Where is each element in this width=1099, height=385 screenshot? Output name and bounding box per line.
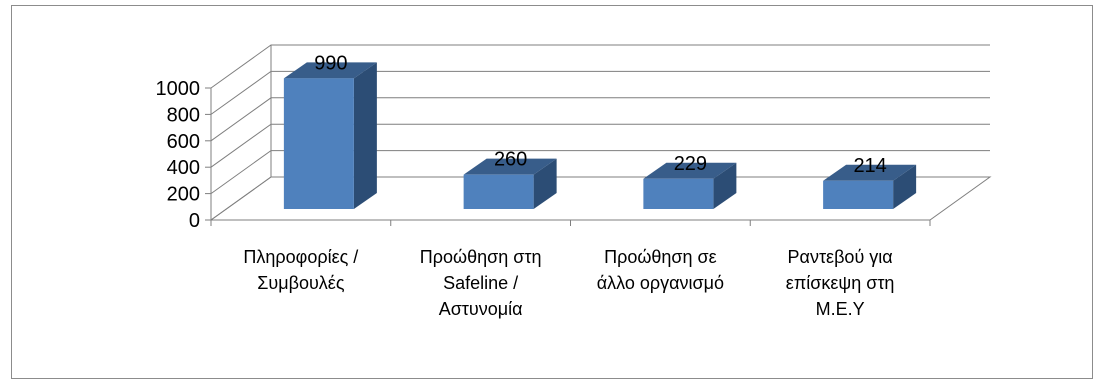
bar-top [463, 158, 557, 175]
x-category-label-line: άλλο οργανισμό [597, 273, 724, 293]
data-label: 260 [494, 149, 527, 171]
x-category-label: Προώθηση στη Safeline / Αστυνομία [420, 247, 542, 319]
bar-side [893, 164, 917, 209]
y-tick-label: 800 [167, 104, 200, 126]
x-category-label-line: Συμβουλές [257, 273, 345, 293]
bar-side [533, 158, 557, 209]
y-tick-label: 1000 [156, 78, 201, 100]
bar-top [823, 164, 917, 181]
bar-top [283, 62, 377, 79]
x-category-label-line: Μ.Ε.Υ [816, 299, 865, 319]
x-category-label-line: Αστυνομία [439, 299, 523, 319]
x-category-label-line: επίσκεψη στη [786, 273, 895, 293]
bar [823, 180, 894, 209]
x-category-label: Ραντεβού για επίσκεψη στη Μ.Ε.Υ [786, 247, 895, 319]
bar-side [353, 62, 377, 209]
y-tick-label: 400 [167, 157, 200, 179]
bar-side [713, 162, 737, 209]
data-label: 229 [674, 153, 707, 175]
x-category-label-line: Safeline / [443, 273, 518, 293]
data-label: 214 [853, 155, 886, 177]
bar [283, 78, 354, 209]
y-tick-label: 0 [189, 210, 200, 232]
x-category-label-line: Προώθηση στη [420, 247, 542, 267]
y-tick-label: 600 [167, 131, 200, 153]
bar [643, 178, 714, 209]
data-label: 990 [314, 52, 347, 74]
x-category-label-line: Ραντεβού για [788, 247, 893, 267]
x-category-label-line: Πληροφορίες / [243, 247, 358, 267]
x-category-label-line: Προώθηση σε [604, 247, 717, 267]
x-category-label: Προώθηση σε άλλο οργανισμό [597, 247, 724, 293]
x-category-label: Πληροφορίες / Συμβουλές [243, 247, 358, 293]
bar [463, 174, 534, 209]
bar-top [643, 162, 737, 179]
y-tick-label: 200 [167, 184, 200, 206]
